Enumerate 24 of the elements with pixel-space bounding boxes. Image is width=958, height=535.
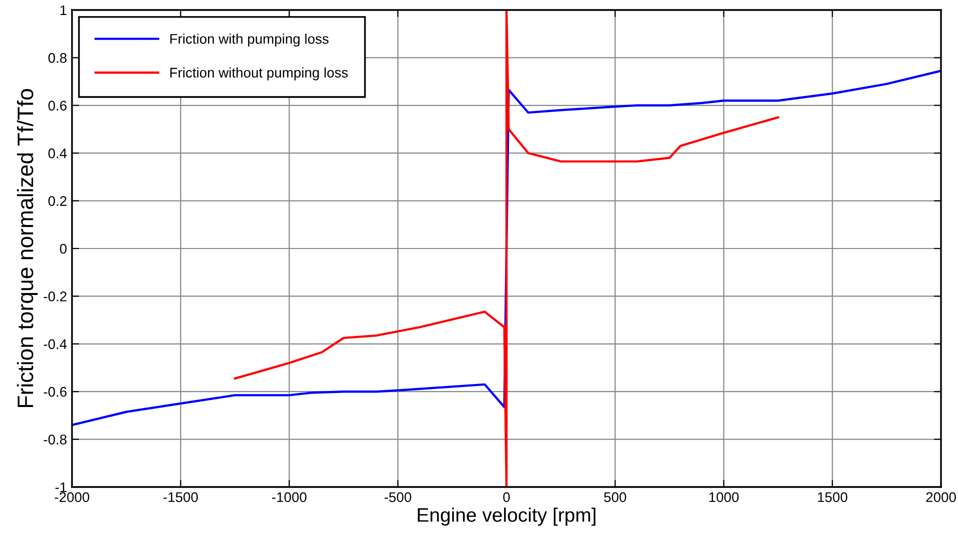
x-tick-label: 0 xyxy=(503,492,510,502)
y-tick-label: 0.6 xyxy=(48,100,67,111)
x-tick-label: 1000 xyxy=(709,492,739,502)
x-tick-label: -1500 xyxy=(163,492,198,502)
legend-label: Friction with pumping loss xyxy=(170,34,329,47)
y-tick-label: -0.4 xyxy=(44,339,67,350)
legend-label: Friction without pumping loss xyxy=(170,67,348,80)
y-tick-label: -0.8 xyxy=(44,434,67,444)
y-tick-label: 1 xyxy=(60,5,66,16)
x-tick-label: 2000 xyxy=(926,492,956,502)
y-tick-label: -0.6 xyxy=(44,386,67,397)
y-tick-label: -1 xyxy=(55,482,66,492)
x-tick-label: 1500 xyxy=(818,492,848,502)
y-tick-label: 0.4 xyxy=(48,148,67,158)
y-tick-label: -0.2 xyxy=(44,292,66,302)
x-tick-label: 500 xyxy=(604,492,626,502)
y-tick-label: 0.2 xyxy=(48,196,66,206)
x-tick-label: -500 xyxy=(384,492,412,502)
x-tick-label: -1000 xyxy=(272,492,306,502)
x-tick-label: -2000 xyxy=(54,492,90,502)
x-axis-title: Engine velocity [rpm] xyxy=(418,508,596,526)
y-tick-label: 0 xyxy=(60,244,67,254)
y-tick-label: 0.8 xyxy=(48,53,67,63)
y-axis-title: Friction torque normalized Tf/Tfo xyxy=(16,89,38,408)
